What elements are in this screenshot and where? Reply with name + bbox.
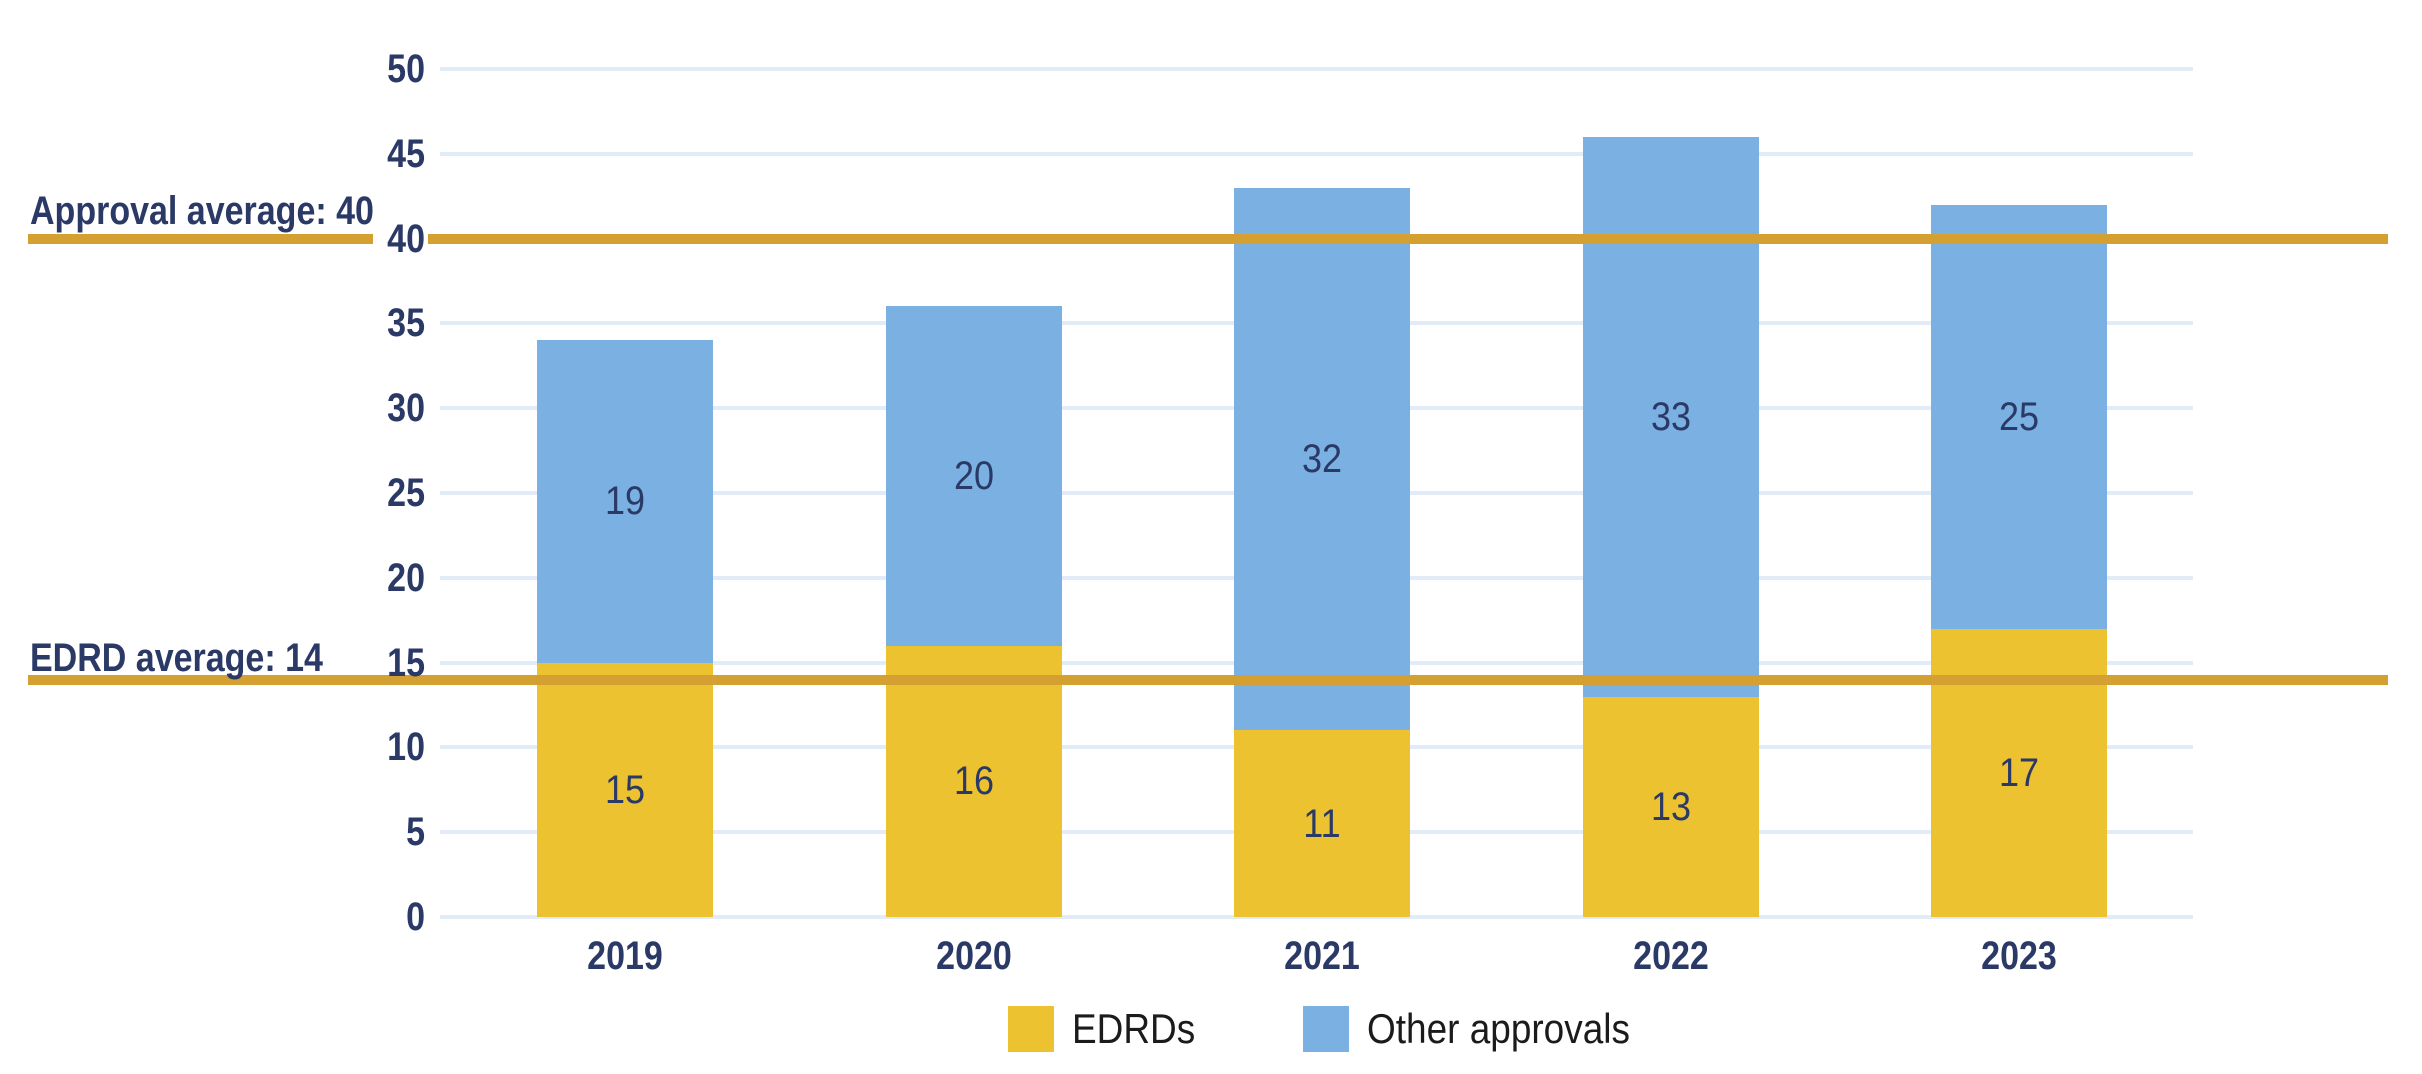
value-label-2019-edrds: 15 — [604, 767, 646, 812]
reference-line-edrd-average — [28, 674, 2388, 685]
reference-line-approval-average — [28, 233, 373, 244]
reference-line-approval-average — [428, 233, 2388, 244]
legend-swatch-other-approvals — [1303, 1006, 1349, 1052]
x-label-2023: 2023 — [1981, 934, 2057, 978]
bar-2023-other-approvals — [1931, 204, 2107, 629]
bar-2020-other-approvals — [885, 306, 1062, 646]
value-label-2022-other-approvals: 33 — [1650, 394, 1691, 439]
value-label-2023-edrds: 17 — [1998, 750, 2040, 795]
bar-2020-edrds — [885, 645, 1062, 917]
gridline-50 — [440, 67, 2193, 71]
y-tick-30: 30 — [387, 386, 425, 431]
bar-2019-other-approvals — [537, 340, 713, 663]
gridline-45 — [440, 151, 2193, 156]
y-tick-5: 5 — [406, 810, 425, 855]
edrd-average-line-label: EDRD average: 14 — [30, 636, 323, 680]
value-label-2021-other-approvals: 32 — [1301, 437, 1343, 482]
legend-swatch-edrds — [1008, 1006, 1054, 1052]
x-label-2019: 2019 — [587, 934, 663, 978]
y-tick-25: 25 — [387, 471, 425, 515]
y-tick-0: 0 — [406, 895, 425, 939]
bar-2021-edrds — [1234, 730, 1410, 917]
bar-2019-edrds — [537, 662, 713, 917]
value-label-2022-edrds: 13 — [1650, 784, 1691, 829]
approval-average-line-label: Approval average: 40 — [30, 189, 374, 233]
y-tick-35: 35 — [387, 301, 425, 346]
x-label-2020: 2020 — [935, 934, 1012, 978]
value-label-2020-edrds: 16 — [953, 759, 994, 804]
gridline-0 — [440, 915, 2193, 919]
legend-label-other-approvals: Other approvals — [1367, 1005, 1630, 1052]
legend-label-edrds: EDRDs — [1072, 1005, 1196, 1052]
bar-2021-other-approvals — [1234, 187, 1410, 731]
value-label-2021-edrds: 11 — [1303, 801, 1341, 846]
bar-2022-other-approvals — [1582, 136, 1759, 697]
y-tick-45: 45 — [387, 131, 425, 176]
y-tick-50: 50 — [387, 47, 425, 91]
x-label-2022: 2022 — [1632, 934, 1709, 978]
y-tick-40: 40 — [387, 216, 425, 261]
y-tick-20: 20 — [387, 555, 425, 600]
bar-2022-edrds — [1582, 696, 1759, 917]
value-label-2023-other-approvals: 25 — [1998, 394, 2040, 439]
value-label-2019-other-approvals: 19 — [604, 479, 646, 524]
value-label-2020-other-approvals: 20 — [953, 454, 994, 499]
y-tick-10: 10 — [387, 725, 425, 770]
y-tick-15: 15 — [387, 640, 425, 685]
x-label-2021: 2021 — [1284, 934, 1360, 978]
